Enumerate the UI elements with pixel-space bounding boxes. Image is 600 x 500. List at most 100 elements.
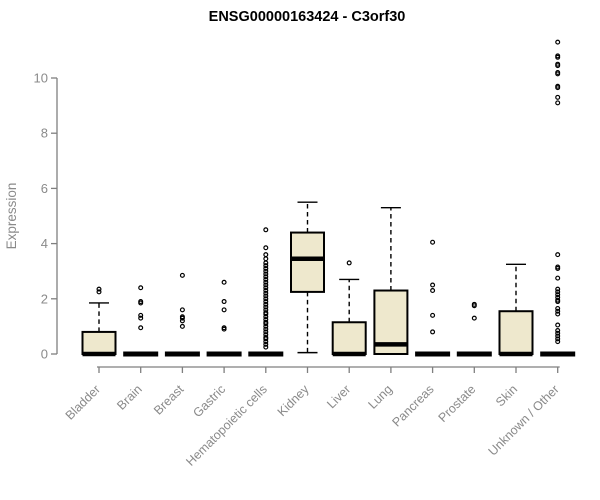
outlier-point <box>263 276 269 282</box>
outlier-point <box>263 260 269 266</box>
outlier-point <box>263 329 269 335</box>
box-group-skin <box>498 263 534 357</box>
outlier-point <box>221 299 227 305</box>
box-group-bladder <box>81 286 117 357</box>
outlier-point <box>263 271 269 277</box>
x-category-label: Kidney <box>275 382 312 419</box>
outlier-point <box>555 336 561 342</box>
outlier-point <box>555 333 561 339</box>
outlier-point <box>263 326 269 332</box>
outlier-point <box>555 308 561 314</box>
outlier-point <box>263 317 269 323</box>
y-tick-label: 2 <box>41 291 48 306</box>
iqr-box <box>81 330 117 356</box>
outlier-point <box>138 312 144 318</box>
outlier-point <box>263 334 269 340</box>
box-group-liver <box>331 260 367 357</box>
outlier-point <box>221 325 227 331</box>
outlier-point <box>263 265 269 271</box>
outlier-point <box>138 325 144 331</box>
x-category-label: Hematopoietic cells <box>183 382 270 469</box>
outlier-point <box>138 299 144 305</box>
outlier-point <box>221 279 227 285</box>
outlier-point <box>179 314 185 320</box>
y-tick-label: 0 <box>41 347 48 362</box>
x-category-label: Liver <box>324 382 353 411</box>
chart-title: ENSG00000163424 - C3orf30 <box>209 9 406 25</box>
outlier-point <box>555 275 561 281</box>
outlier-point <box>430 239 436 245</box>
outlier-point <box>263 268 269 274</box>
outlier-point <box>346 260 352 266</box>
outlier-point <box>263 310 269 316</box>
box-group-pancreas <box>415 239 451 357</box>
outlier-point <box>555 100 561 106</box>
outlier-point <box>263 301 269 307</box>
y-tick-label: 10 <box>34 71 48 86</box>
outlier-point <box>430 288 436 294</box>
outlier-point <box>555 286 561 292</box>
box-group-hematopoietic-cells <box>248 227 284 357</box>
outlier-point <box>263 319 269 325</box>
box-group-prostate <box>456 301 492 357</box>
box-group-unknown-other <box>540 39 576 357</box>
iqr-box <box>331 321 367 356</box>
outlier-point <box>555 69 561 75</box>
outlier-point <box>555 252 561 258</box>
outlier-point <box>555 297 561 303</box>
outlier-point <box>263 279 269 285</box>
y-axis-title: Expression <box>4 183 19 250</box>
outlier-point <box>555 311 561 317</box>
outlier-point <box>471 315 477 321</box>
x-category-label: Breast <box>151 382 187 418</box>
outlier-point <box>430 329 436 335</box>
outlier-point <box>263 256 269 262</box>
outlier-point <box>555 322 561 328</box>
outlier-point <box>555 53 561 59</box>
box-group-lung <box>373 207 409 355</box>
outlier-point <box>263 252 269 258</box>
box-group-brain <box>123 285 159 357</box>
box-group-kidney <box>290 201 325 354</box>
outlier-point <box>263 285 269 291</box>
outlier-point <box>263 341 269 347</box>
outlier-point <box>263 299 269 305</box>
outlier-point <box>430 312 436 318</box>
iqr-box <box>498 310 534 355</box>
iqr-box <box>290 231 325 293</box>
outlier-point <box>263 307 269 313</box>
y-tick-label: 8 <box>41 126 48 141</box>
outlier-point <box>263 227 269 233</box>
outlier-point <box>263 274 269 280</box>
x-category-label: Skin <box>493 382 520 409</box>
y-tick-label: 6 <box>41 181 48 196</box>
x-category-label: Lung <box>365 382 395 412</box>
outlier-point <box>263 293 269 299</box>
outlier-point <box>263 344 269 350</box>
x-category-label: Brain <box>114 382 145 413</box>
x-category-label: Unknown / Other <box>486 382 562 458</box>
outlier-point <box>263 290 269 296</box>
outlier-point <box>555 94 561 100</box>
outlier-point <box>555 289 561 295</box>
outlier-point <box>430 282 436 288</box>
outlier-point <box>221 307 227 313</box>
outlier-point <box>263 282 269 288</box>
outlier-point <box>263 304 269 310</box>
outlier-point <box>555 328 561 334</box>
outlier-point <box>555 292 561 298</box>
outlier-point <box>96 289 102 295</box>
outlier-point <box>555 39 561 45</box>
outlier-point <box>555 83 561 89</box>
box-group-breast <box>164 272 200 357</box>
boxes-group <box>81 39 576 357</box>
box-group-gastric <box>206 279 242 357</box>
x-category-label: Pancreas <box>389 382 436 429</box>
x-category-label: Prostate <box>436 382 479 425</box>
y-tick-label: 4 <box>41 236 48 251</box>
x-category-label: Bladder <box>63 382 103 422</box>
outlier-point <box>555 294 561 300</box>
outlier-point <box>263 332 269 338</box>
